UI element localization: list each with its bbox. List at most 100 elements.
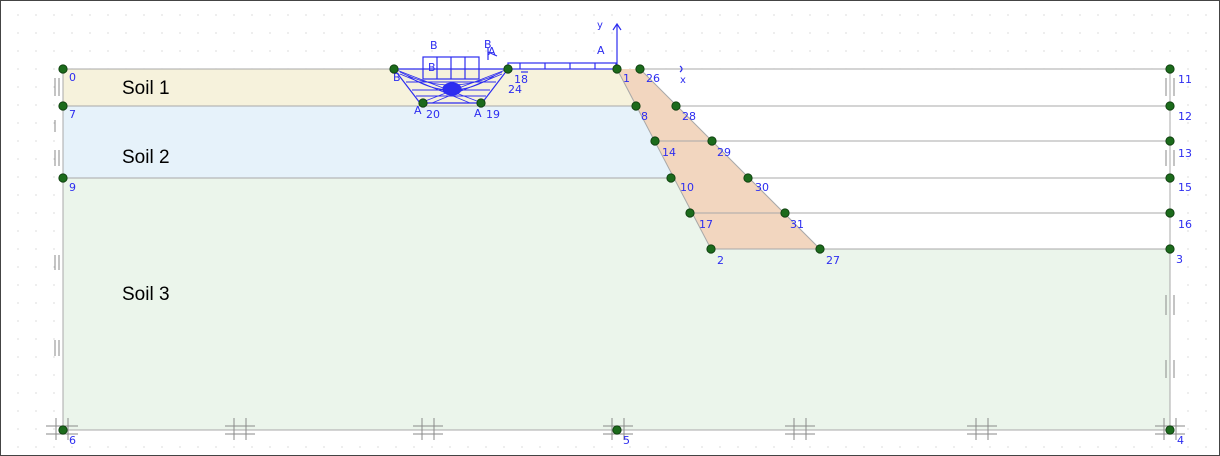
grid-dot	[305, 14, 307, 16]
grid-dot	[17, 266, 19, 268]
point-label-20: 20	[426, 108, 440, 121]
grid-dot	[377, 32, 379, 34]
grid-dot	[1205, 50, 1207, 52]
grid-dot	[53, 32, 55, 34]
grid-dot	[899, 32, 901, 34]
grid-dot	[1205, 212, 1207, 214]
point-label-29: 29	[717, 146, 731, 159]
point-label-7: 7	[69, 108, 76, 121]
coordinate-axes	[612, 22, 683, 73]
grid-dot	[35, 284, 37, 286]
grid-dot	[125, 14, 127, 16]
geometry-node	[1165, 244, 1175, 254]
grid-dot	[71, 14, 73, 16]
grid-dot	[1187, 446, 1189, 448]
grid-dot	[179, 32, 181, 34]
point-label-14: 14	[662, 146, 676, 159]
grid-dot	[1115, 50, 1117, 52]
beam-label-a-mid: A	[597, 44, 605, 57]
geometry-node	[1165, 173, 1175, 183]
geometry-node	[58, 64, 68, 74]
grid-dot	[17, 194, 19, 196]
grid-dot	[611, 14, 613, 16]
grid-dot	[683, 32, 685, 34]
grid-dot	[665, 32, 667, 34]
grid-dot	[1061, 50, 1063, 52]
grid-dot	[35, 230, 37, 232]
grid-dot	[1061, 446, 1063, 448]
grid-dot	[521, 446, 523, 448]
grid-dot	[359, 14, 361, 16]
grid-dot	[53, 248, 55, 250]
grid-dot	[395, 14, 397, 16]
grid-dot	[539, 32, 541, 34]
grid-dot	[737, 32, 739, 34]
grid-dot	[1187, 158, 1189, 160]
grid-dot	[701, 446, 703, 448]
point-label-30: 30	[755, 181, 769, 194]
geometry-node	[389, 64, 399, 74]
grid-dot	[917, 32, 919, 34]
grid-dot	[629, 32, 631, 34]
grid-dot	[1187, 194, 1189, 196]
grid-dot	[53, 302, 55, 304]
grid-dot	[53, 158, 55, 160]
point-label-17: 17	[699, 218, 713, 231]
grid-dot	[413, 50, 415, 52]
grid-dot	[1205, 230, 1207, 232]
grid-dot	[35, 68, 37, 70]
grid-dot	[1187, 50, 1189, 52]
grid-dot	[35, 266, 37, 268]
grid-dot	[1079, 14, 1081, 16]
grid-dot	[845, 50, 847, 52]
grid-dot	[161, 50, 163, 52]
grid-dot	[35, 50, 37, 52]
grid-dot	[17, 338, 19, 340]
grid-dot	[269, 50, 271, 52]
grid-dot	[1205, 446, 1207, 448]
grid-dot	[593, 14, 595, 16]
grid-dot	[35, 302, 37, 304]
grid-dot	[35, 86, 37, 88]
grid-dot	[269, 446, 271, 448]
grid-dot	[53, 50, 55, 52]
grid-dot	[1187, 32, 1189, 34]
grid-dot	[89, 14, 91, 16]
grid-dot	[683, 14, 685, 16]
grid-dot	[305, 446, 307, 448]
geometry-node	[612, 64, 622, 74]
grid-dot	[629, 14, 631, 16]
grid-dot	[1205, 428, 1207, 430]
grid-dot	[35, 356, 37, 358]
grid-dot	[125, 446, 127, 448]
grid-dot	[755, 50, 757, 52]
point-label-19: 19	[486, 108, 500, 121]
grid-dot	[17, 428, 19, 430]
grid-dot	[143, 446, 145, 448]
grid-dot	[17, 320, 19, 322]
grid-dot	[1007, 32, 1009, 34]
geometry-node	[1165, 136, 1175, 146]
grid-dot	[125, 50, 127, 52]
grid-dot	[17, 32, 19, 34]
grid-dot	[467, 446, 469, 448]
grid-dot	[1187, 14, 1189, 16]
grid-dot	[827, 14, 829, 16]
grid-dot	[1169, 446, 1171, 448]
grid-dot	[17, 356, 19, 358]
x-axis-label: x	[680, 75, 686, 86]
grid-dot	[1115, 14, 1117, 16]
point-label-0: 0	[69, 71, 76, 84]
grid-dot	[953, 32, 955, 34]
grid-dot	[377, 446, 379, 448]
grid-dot	[53, 176, 55, 178]
grid-dot	[485, 14, 487, 16]
grid-dot	[53, 212, 55, 214]
grid-dot	[431, 32, 433, 34]
point-label-1: 1	[623, 72, 630, 85]
point-label-27: 27	[826, 254, 840, 267]
grid-dot	[1133, 32, 1135, 34]
grid-dot	[1025, 32, 1027, 34]
grid-dot	[143, 32, 145, 34]
grid-dot	[557, 32, 559, 34]
